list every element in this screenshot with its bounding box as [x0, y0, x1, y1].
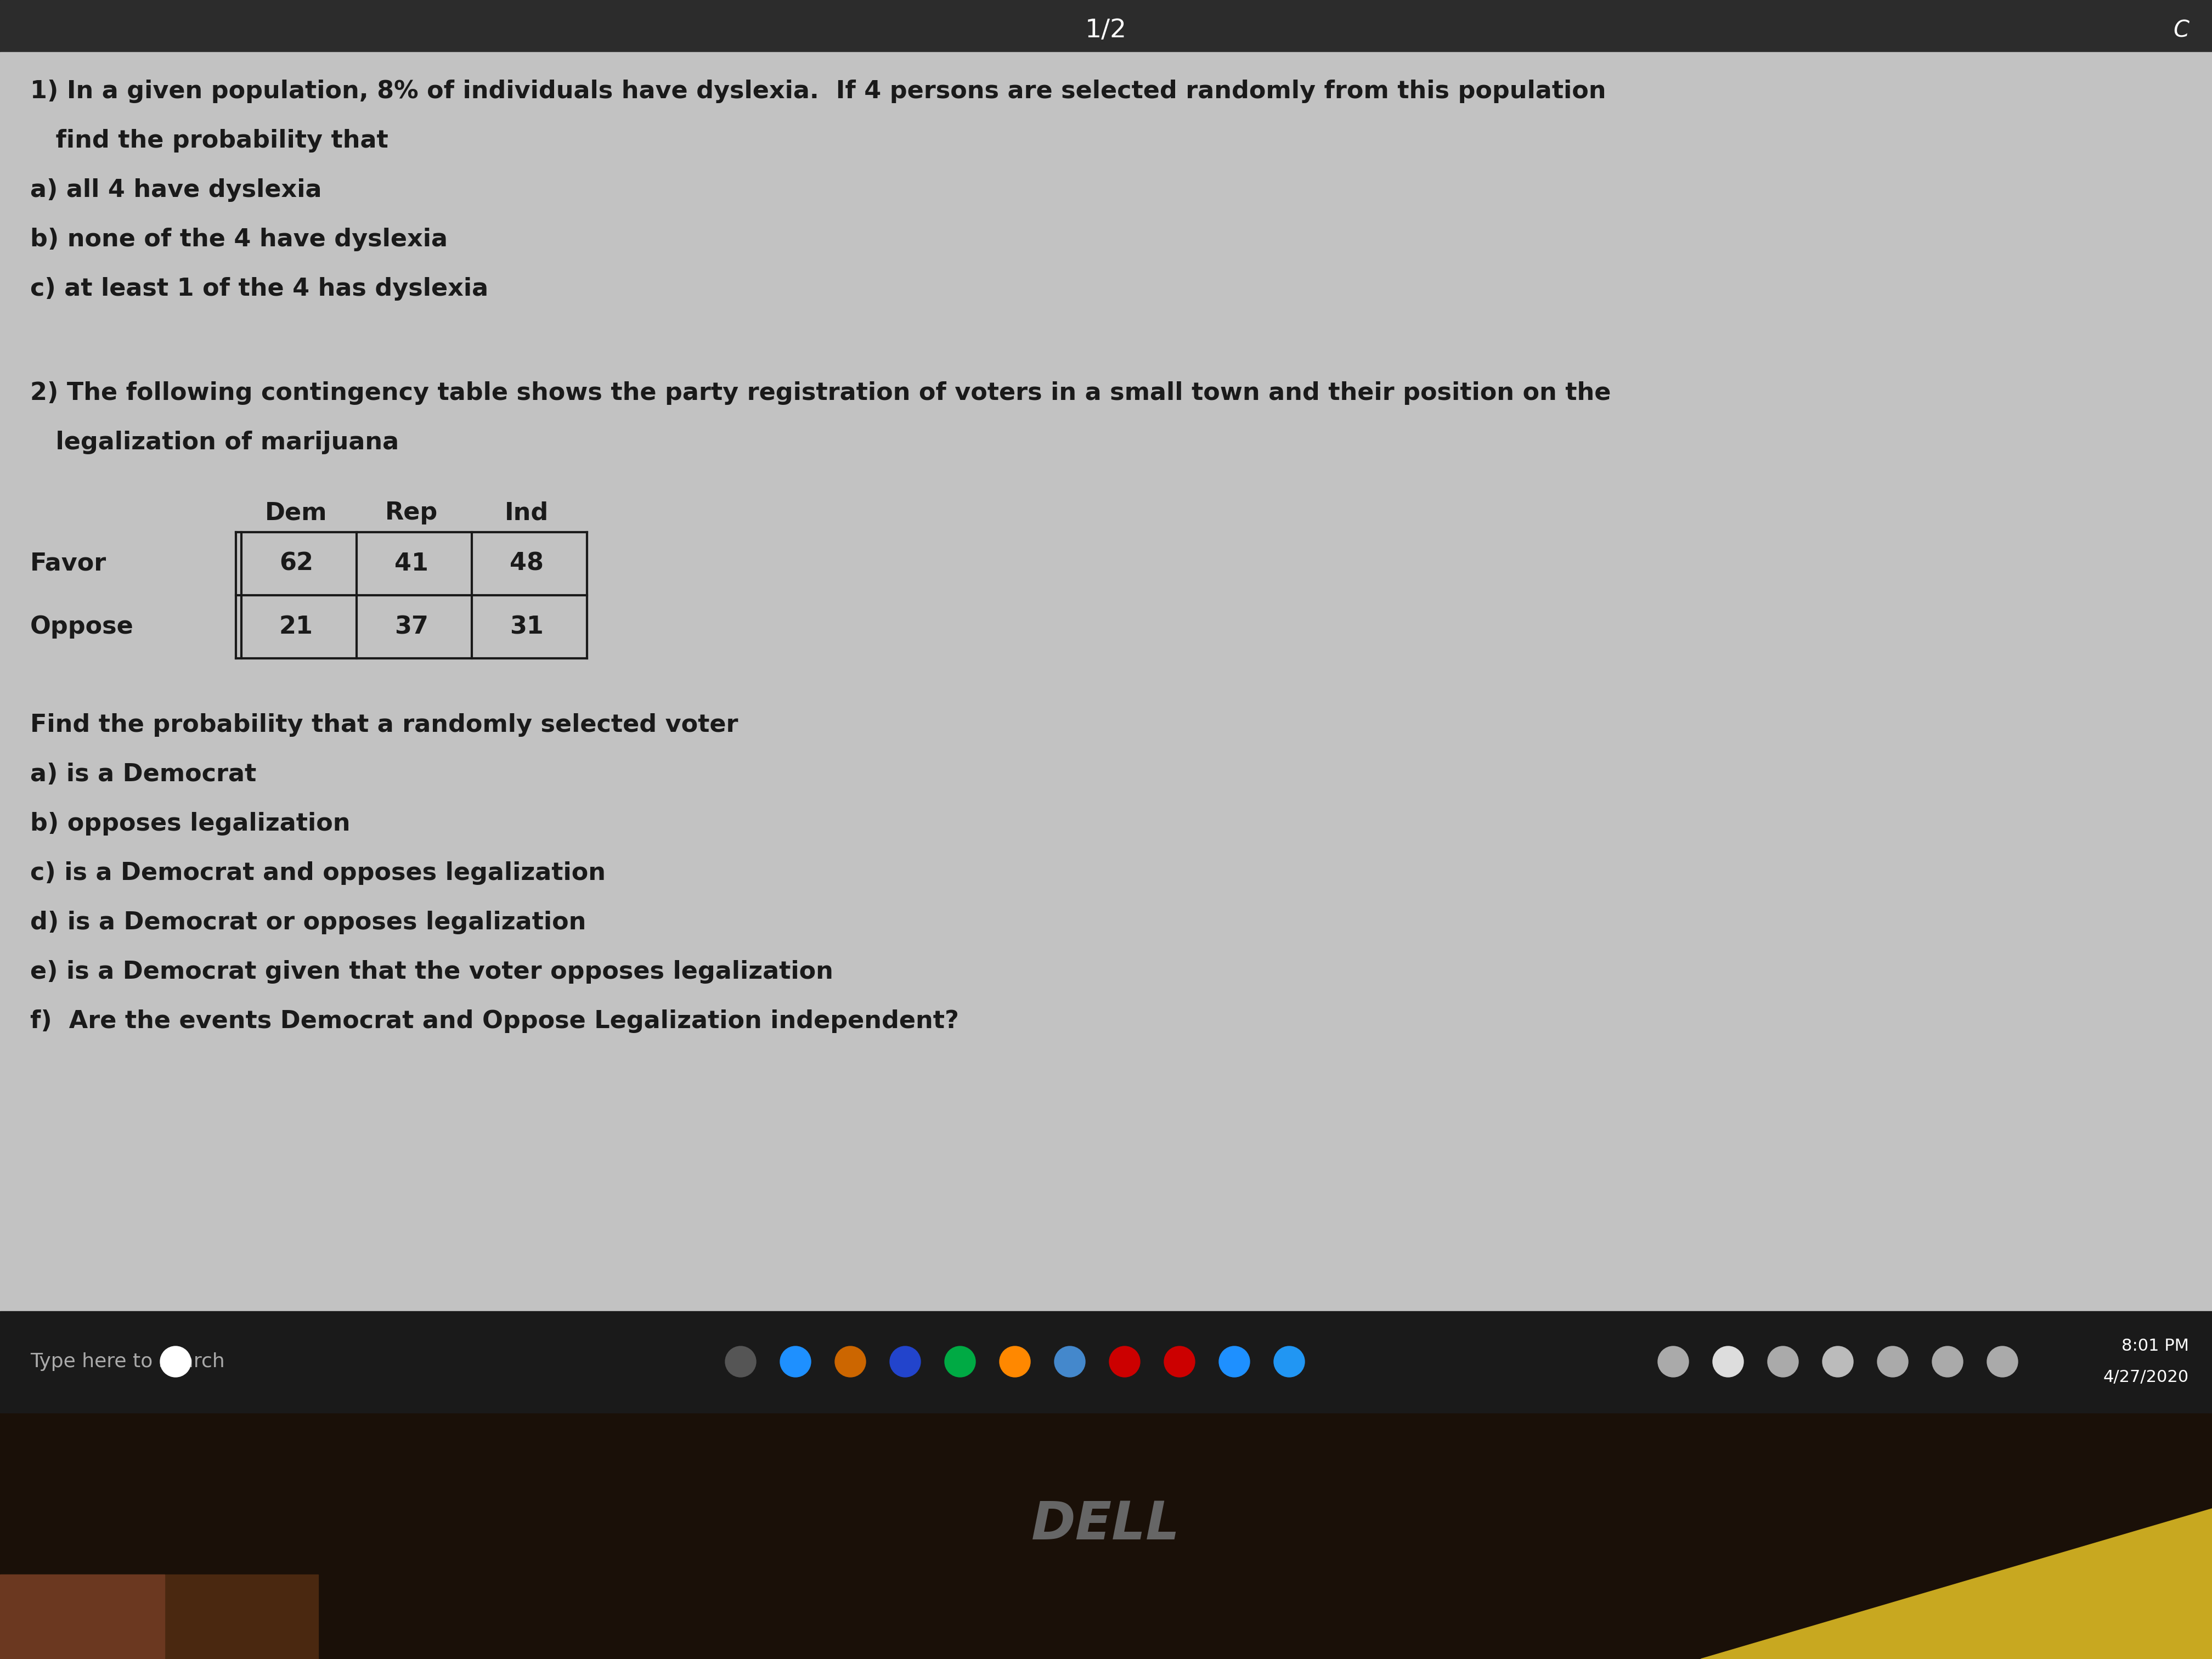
Text: c) at least 1 of the 4 has dyslexia: c) at least 1 of the 4 has dyslexia — [31, 277, 489, 300]
Text: Oppose: Oppose — [31, 615, 133, 639]
Circle shape — [1219, 1347, 1250, 1377]
Text: 41: 41 — [394, 552, 429, 576]
Bar — [0, 51, 2212, 1319]
Text: f)  Are the events Democrat and Oppose Legalization independent?: f) Are the events Democrat and Oppose Le… — [31, 1009, 960, 1034]
Text: a) all 4 have dyslexia: a) all 4 have dyslexia — [31, 178, 321, 202]
Circle shape — [1659, 1347, 1688, 1377]
Circle shape — [1055, 1347, 1086, 1377]
Text: DELL: DELL — [1031, 1500, 1181, 1551]
Bar — [0, 0, 2212, 51]
Text: 37: 37 — [394, 615, 429, 639]
Circle shape — [1164, 1347, 1194, 1377]
Polygon shape — [1701, 1508, 2212, 1659]
Bar — [0, 1574, 319, 1659]
Text: find the probability that: find the probability that — [31, 129, 389, 153]
Circle shape — [1712, 1347, 1743, 1377]
Text: d) is a Democrat or opposes legalization: d) is a Democrat or opposes legalization — [31, 911, 586, 934]
Circle shape — [889, 1347, 920, 1377]
Circle shape — [1823, 1347, 1854, 1377]
Text: Favor: Favor — [31, 552, 106, 576]
Text: Ind: Ind — [504, 501, 549, 524]
Text: Rep: Rep — [385, 501, 438, 524]
Circle shape — [781, 1347, 812, 1377]
Text: 21: 21 — [279, 615, 314, 639]
Circle shape — [726, 1347, 757, 1377]
Bar — [0, 1413, 2212, 1659]
Text: 1) In a given population, 8% of individuals have dyslexia.  If 4 persons are sel: 1) In a given population, 8% of individu… — [31, 80, 1606, 103]
Circle shape — [834, 1347, 865, 1377]
Polygon shape — [1838, 1574, 2212, 1659]
Text: Find the probability that a randomly selected voter: Find the probability that a randomly sel… — [31, 713, 739, 737]
Text: 1/2: 1/2 — [1086, 18, 1126, 43]
Text: 48: 48 — [509, 552, 544, 576]
Text: C: C — [2172, 18, 2190, 41]
Text: a) is a Democrat: a) is a Democrat — [31, 763, 257, 786]
Text: e) is a Democrat given that the voter opposes legalization: e) is a Democrat given that the voter op… — [31, 961, 834, 984]
Text: legalization of marijuana: legalization of marijuana — [31, 431, 398, 455]
Bar — [0, 1311, 2212, 1413]
Text: 4/27/2020: 4/27/2020 — [2104, 1369, 2190, 1385]
Circle shape — [1767, 1347, 1798, 1377]
Circle shape — [1986, 1347, 2017, 1377]
Circle shape — [1000, 1347, 1031, 1377]
Text: c) is a Democrat and opposes legalization: c) is a Democrat and opposes legalizatio… — [31, 861, 606, 884]
Text: b) none of the 4 have dyslexia: b) none of the 4 have dyslexia — [31, 227, 447, 251]
Circle shape — [1274, 1347, 1305, 1377]
Bar — [0, 1574, 164, 1659]
Text: 8:01 PM: 8:01 PM — [2121, 1339, 2190, 1354]
Text: Dem: Dem — [265, 501, 327, 524]
Text: 2) The following contingency table shows the party registration of voters in a s: 2) The following contingency table shows… — [31, 382, 1610, 405]
Circle shape — [159, 1347, 190, 1377]
Circle shape — [945, 1347, 975, 1377]
Text: 62: 62 — [279, 552, 314, 576]
Text: Type here to search: Type here to search — [31, 1352, 226, 1370]
Circle shape — [1108, 1347, 1139, 1377]
Circle shape — [1933, 1347, 1962, 1377]
Circle shape — [1878, 1347, 1909, 1377]
Text: b) opposes legalization: b) opposes legalization — [31, 811, 349, 836]
Text: 31: 31 — [509, 615, 544, 639]
